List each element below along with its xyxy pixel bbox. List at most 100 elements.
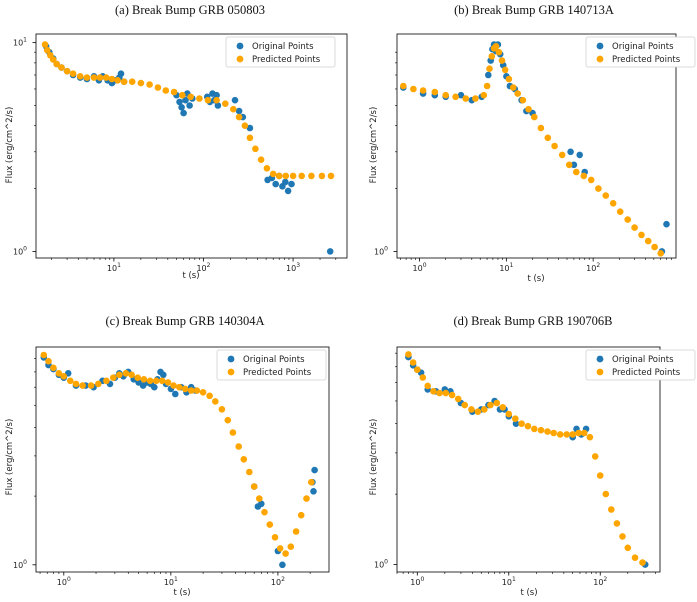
original-point — [176, 98, 183, 106]
original-point — [151, 383, 158, 391]
x-tick-label: 101 — [164, 576, 178, 587]
plot-frame — [396, 33, 677, 259]
predicted-point — [297, 511, 305, 519]
predicted-point — [282, 172, 290, 180]
y-axis-label: Flux (erg/cm^2/s) — [5, 107, 15, 184]
predicted-point — [448, 391, 456, 399]
predicted-point — [586, 433, 594, 441]
predicted-point — [271, 534, 279, 541]
original-point — [272, 180, 280, 188]
predicted-point — [609, 200, 617, 207]
predicted-point — [587, 176, 595, 184]
legend: Original Points Predicted Points — [585, 349, 696, 381]
predicted-point — [222, 100, 229, 107]
panel-d: (d) Break Bump GRB 190706B t (s) Flux (e… — [369, 314, 696, 598]
original-point — [213, 91, 220, 99]
x-tick-label: 101 — [107, 262, 121, 273]
plot-frame — [35, 346, 330, 573]
y-tick-label: 100 — [374, 559, 388, 570]
plot-area: 100 101 102 100 — [374, 33, 677, 273]
predicted-point — [140, 376, 148, 383]
legend-original-marker — [236, 42, 244, 50]
predicted-point — [103, 377, 110, 385]
predicted-point — [170, 382, 177, 389]
predicted-point — [79, 382, 86, 389]
predicted-point — [595, 185, 602, 192]
predicted-point — [519, 96, 527, 104]
x-tick-label: 102 — [586, 262, 600, 273]
predicted-point — [128, 78, 136, 85]
predicted-point — [400, 82, 407, 90]
original-point — [279, 561, 286, 569]
legend-predicted-marker — [596, 368, 604, 376]
predicted-point — [55, 370, 63, 377]
predicted-point — [269, 170, 277, 178]
legend-box — [225, 36, 336, 68]
x-axis-label: t (s) — [173, 588, 190, 598]
predicted-point — [298, 172, 306, 180]
legend-box — [585, 36, 696, 68]
panel-title: (b) Break Bump GRB 140713A — [454, 3, 614, 17]
predicted-point — [60, 373, 68, 380]
predicted-point — [616, 208, 624, 215]
predicted-point — [318, 172, 326, 180]
predicted-point — [95, 380, 102, 388]
legend-original-marker — [227, 355, 235, 363]
y-axis-label: Flux (erg/cm^2/s) — [369, 419, 379, 496]
predicted-point — [514, 90, 521, 97]
panel-b: (b) Break Bump GRB 140713A t (s) Flux (e… — [369, 3, 696, 284]
predicted-point — [134, 374, 141, 382]
predicted-point — [275, 172, 283, 180]
predicted-point — [53, 60, 60, 68]
original-point — [186, 102, 193, 109]
predicted-point — [196, 95, 203, 102]
original-point — [117, 70, 125, 77]
predicted-point — [128, 371, 135, 379]
x-axis-label: t (s) — [520, 588, 537, 598]
predicted-point — [327, 172, 335, 180]
predicted-point — [631, 554, 639, 561]
legend: Original Points Predicted Points — [585, 36, 696, 68]
predicted-point — [40, 351, 48, 359]
legend-original-marker — [596, 355, 604, 363]
legend-original-marker — [596, 42, 604, 50]
predicted-point — [602, 192, 610, 199]
predicted-point — [493, 399, 501, 407]
predicted-point — [213, 96, 220, 104]
x-tick-label: 102 — [593, 576, 607, 587]
legend-original-label: Original Points — [252, 42, 314, 52]
predicted-point — [193, 387, 201, 394]
x-tick-label: 100 — [57, 576, 71, 587]
original-point — [311, 466, 318, 474]
predicted-point — [164, 379, 172, 386]
predicted-point — [651, 243, 658, 251]
predicted-point — [218, 406, 226, 413]
predicted-point — [108, 75, 116, 83]
predicted-point — [619, 533, 626, 540]
legend-box — [216, 349, 327, 381]
predicted-point — [114, 77, 121, 84]
legend-original-label: Original Points — [243, 355, 305, 365]
predicted-point — [498, 57, 506, 64]
predicted-point — [212, 398, 219, 405]
predicted-point — [436, 389, 443, 397]
predicted-point — [501, 66, 509, 74]
predicted-point — [181, 385, 189, 393]
predicted-point — [550, 429, 557, 437]
predicted-point — [452, 93, 459, 101]
predicted-point — [289, 172, 297, 180]
predicted-point — [152, 377, 160, 385]
predicted-point — [575, 429, 582, 437]
predicted-point — [179, 91, 186, 99]
predicted-point — [252, 145, 259, 153]
predicted-point — [154, 84, 162, 91]
legend-original-label: Original Points — [612, 42, 674, 52]
legend-predicted-marker — [236, 55, 244, 63]
predicted-point — [176, 383, 183, 391]
original-point — [663, 220, 670, 228]
predicted-point — [525, 105, 532, 113]
predicted-point — [308, 478, 315, 486]
predicted-point — [146, 377, 154, 385]
original-point — [326, 248, 334, 255]
